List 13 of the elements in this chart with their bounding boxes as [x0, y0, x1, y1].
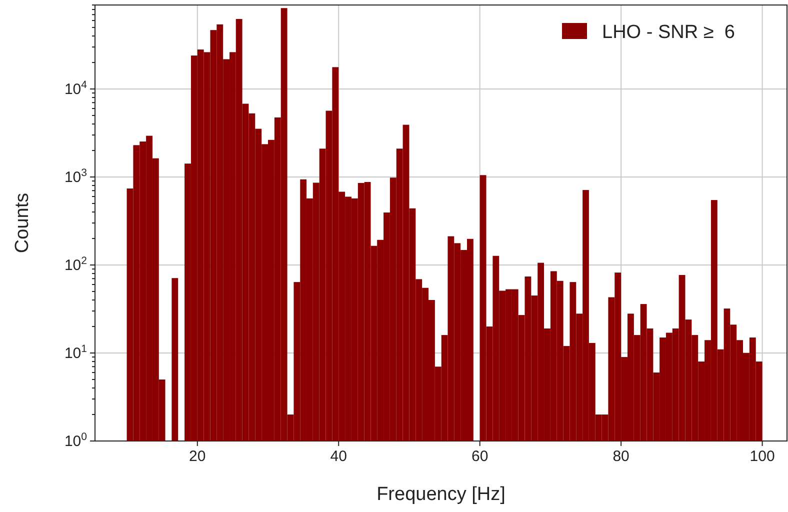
x-tick-label: 100 — [750, 448, 775, 465]
x-tick-label: 80 — [612, 448, 630, 465]
y-tick-label: 10$^{2}$ — [64, 254, 88, 274]
y-tick-label: 10$^{4}$ — [64, 78, 88, 98]
y-tick-label: 10$^{1}$ — [64, 342, 88, 362]
x-tick-label: 40 — [330, 448, 347, 465]
y-tick-label: 10$^{0}$ — [64, 431, 88, 450]
y-tick-label: 10$^{3}$ — [64, 166, 88, 186]
y-axis-title: Counts — [12, 192, 33, 254]
x-tick-label: 20 — [189, 448, 206, 465]
x-axis-title: Frequency [Hz] — [376, 484, 506, 505]
x-tick-label: 60 — [471, 448, 488, 465]
legend-label: LHO - SNR ≥ 6 — [602, 22, 735, 43]
